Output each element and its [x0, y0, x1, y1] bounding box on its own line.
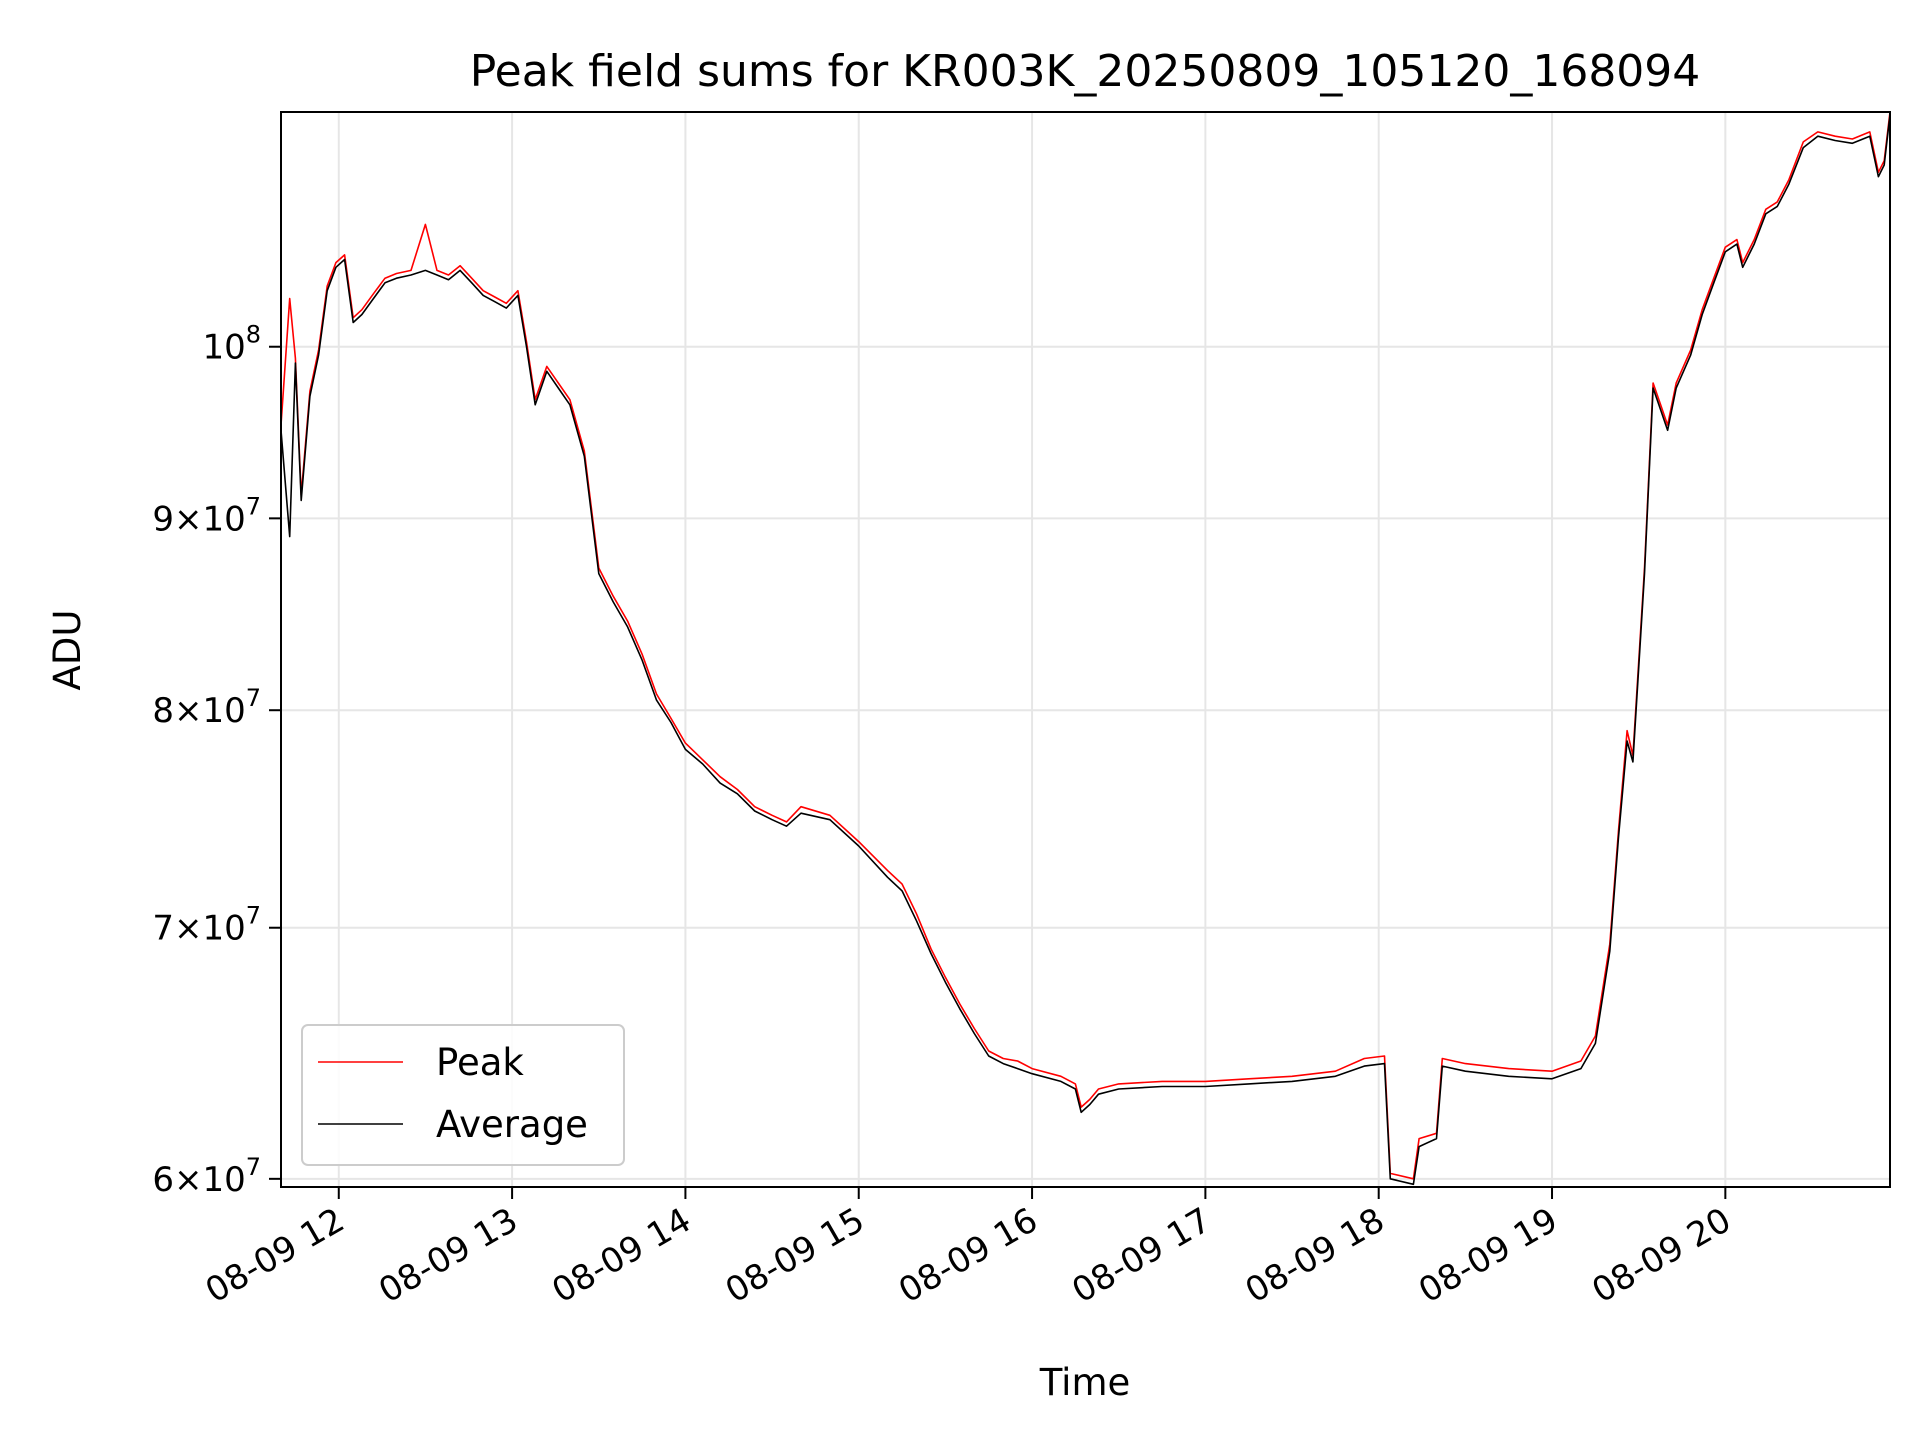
legend-label-average: Average [436, 1103, 588, 1146]
series-layer [280, 111, 1891, 1186]
x-tick-label: 08-09 19 [1412, 1200, 1564, 1311]
series-line-average [280, 114, 1891, 1186]
plot-frame [280, 111, 1891, 1188]
x-tick-label: 08-09 18 [1239, 1200, 1391, 1311]
legend-label-peak: Peak [436, 1041, 524, 1084]
x-tick-label: 08-09 13 [372, 1200, 524, 1311]
y-axis-label: ADU [46, 610, 89, 691]
y-tick-label: 6×107 [152, 1153, 261, 1200]
y-tick-label: 108 [202, 321, 261, 368]
x-tick-label: 08-09 12 [199, 1200, 351, 1311]
x-tick-label: 08-09 15 [719, 1200, 871, 1311]
x-tick-label: 08-09 16 [892, 1200, 1044, 1311]
x-axis-label: Time [1039, 1361, 1131, 1404]
grid [281, 112, 1890, 1187]
legend: Peak Average [301, 1024, 625, 1166]
y-axis: 6×107 7×107 8×107 9×107 108 [152, 321, 281, 1200]
x-tick-label: 08-09 17 [1065, 1200, 1217, 1311]
x-axis: 08-09 12 08-09 13 08-09 14 08-09 15 08-09 16… [199, 1187, 1738, 1311]
legend-box [301, 1024, 625, 1166]
y-tick-label: 9×107 [152, 492, 261, 539]
series-line-peak [280, 111, 1891, 1180]
chart-title: Peak field sums for KR003K_20250809_1051… [470, 46, 1701, 97]
y-tick-label: 8×107 [152, 684, 261, 731]
x-tick-label: 08-09 14 [546, 1200, 698, 1311]
x-tick-label: 08-09 20 [1585, 1200, 1737, 1311]
y-tick-label: 7×107 [152, 902, 261, 949]
